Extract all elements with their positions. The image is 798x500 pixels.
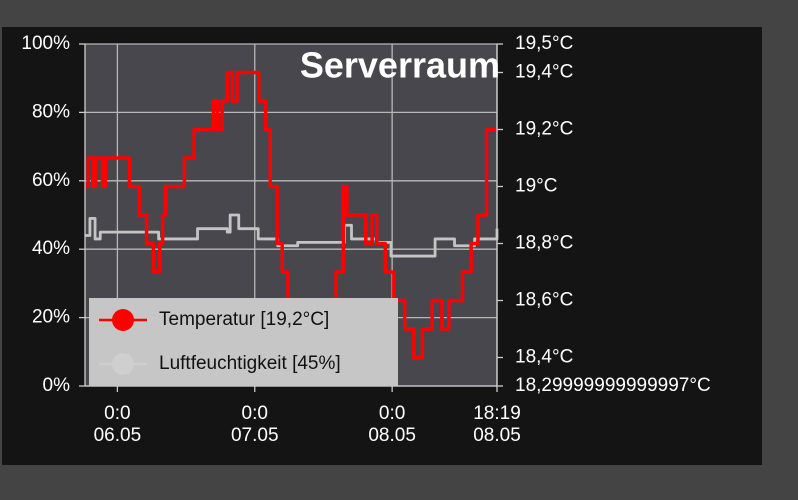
y-tick-label: 100% [21,33,70,54]
x-tick-label: 18:19 08.05 [473,403,521,446]
x-tick-label: 0:0 07.05 [231,403,279,446]
legend-label: Temperatur [19,2°C] [159,309,329,330]
x-tick-label: 0:0 08.05 [368,403,416,446]
y2-tick-label: 18,8°C [515,233,573,254]
y-tick-label: 0% [43,375,71,396]
y2-tick-label: 19°C [515,176,557,197]
chart-title: Serverraum [300,45,500,86]
series-line [85,70,497,360]
y2-tick-label: 19,4°C [515,62,573,83]
axes: 0% 20% 40% 60% 80% 100% 19,5°C 19,4°C 19,2°C 19°C… [21,33,710,446]
legend-marker [112,353,134,375]
legend-label: Luftfeuchtigkeit [45%] [159,353,341,374]
y-tick-label: 80% [32,101,70,122]
x-tick-label: 0:0 06.05 [94,403,142,446]
y2-tick-label: 19,5°C [515,33,573,54]
legend-marker [112,309,134,331]
y2-tick-label: 19,2°C [515,119,573,140]
y2-tick-label: 18,6°C [515,290,573,311]
y-tick-label: 40% [32,238,70,259]
legend: Temperatur [19,2°C] Luftfeuchtigkeit [45%… [89,298,398,386]
y2-tick-label: 18,29999999999997°C [515,375,711,396]
y-tick-label: 20% [32,307,70,328]
y2-tick-label: 18,4°C [515,347,573,368]
lines [85,70,499,360]
legend-box [89,298,398,386]
y-tick-label: 60% [32,170,70,191]
